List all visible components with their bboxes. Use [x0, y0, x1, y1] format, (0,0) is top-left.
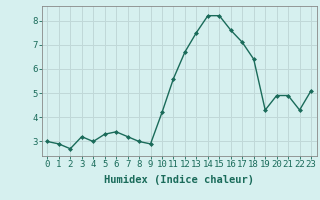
X-axis label: Humidex (Indice chaleur): Humidex (Indice chaleur)	[104, 175, 254, 185]
